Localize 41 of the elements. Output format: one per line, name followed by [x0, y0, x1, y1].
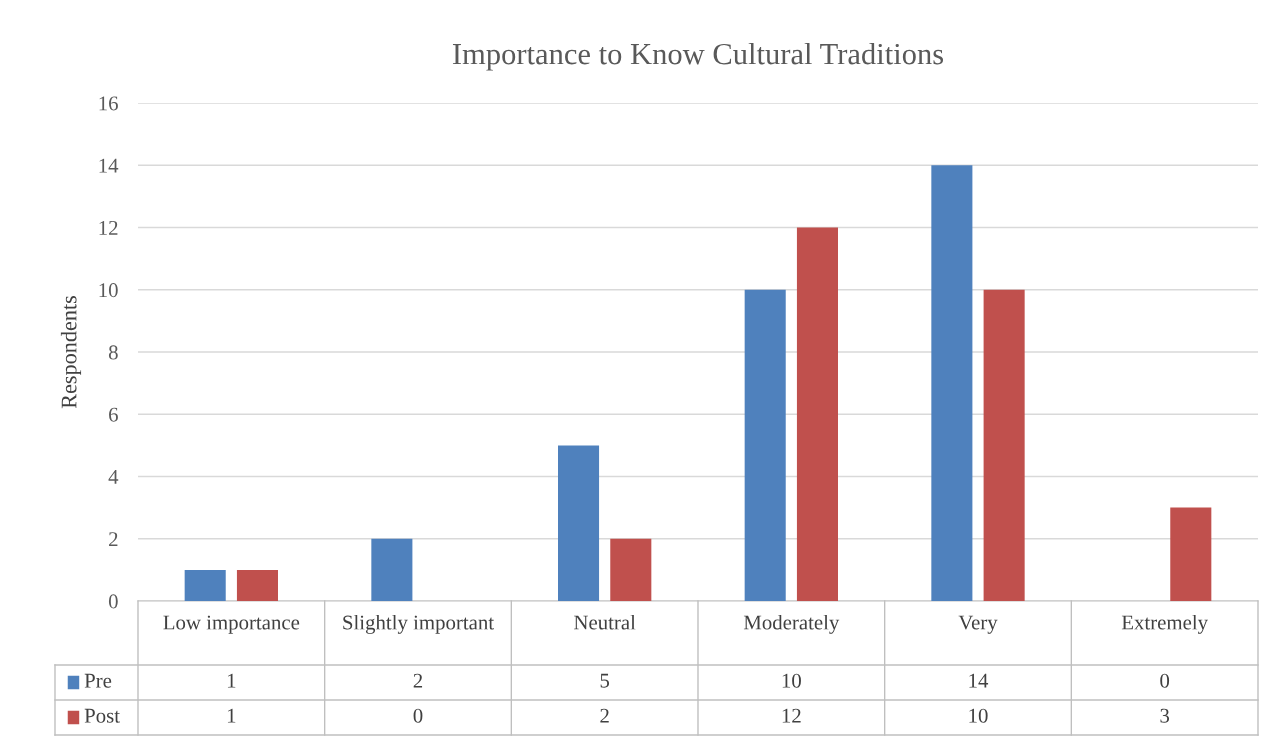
y-tick-label: 10	[99, 283, 118, 298]
data-label: 10	[969, 708, 988, 723]
chart-title: Importance to Know Cultural Traditions	[452, 42, 944, 71]
y-tick-label: 2	[109, 532, 118, 546]
bar	[371, 538, 413, 601]
data-label: 12	[782, 708, 801, 723]
bar	[236, 569, 278, 601]
legend-label: Pre	[84, 673, 112, 688]
data-label: 10	[782, 673, 801, 688]
data-label: 3	[1160, 708, 1170, 723]
bar	[1170, 507, 1212, 601]
data-label: 0	[1160, 673, 1170, 688]
x-tick-label: Low importance	[163, 615, 300, 634]
bar	[184, 569, 226, 601]
x-tick-label: Slightly important	[343, 614, 494, 634]
data-label: 1	[227, 708, 236, 723]
x-tick-label: Extremely	[1121, 614, 1208, 634]
y-axis-title: Respondents	[60, 296, 82, 409]
bar	[744, 289, 786, 601]
data-label: 14	[969, 673, 989, 688]
x-tick-label: Very	[958, 615, 998, 634]
bar	[610, 538, 652, 601]
data-label: 1	[227, 673, 236, 688]
y-tick-label: 6	[109, 407, 118, 422]
data-label: 2	[600, 708, 609, 723]
bar	[558, 445, 600, 601]
y-tick-label: 4	[108, 470, 119, 484]
y-tick-label: 16	[99, 96, 118, 111]
bar	[983, 289, 1025, 601]
legend-label: Post	[84, 708, 120, 723]
y-tick-label: 8	[108, 345, 118, 360]
y-tick-label: 0	[108, 594, 118, 609]
data-label: 5	[600, 673, 610, 688]
y-tick-label: 12	[99, 220, 118, 235]
y-tick-label: 14	[99, 158, 119, 173]
x-tick-label: Moderately	[743, 614, 840, 634]
bar	[931, 165, 973, 601]
bar	[796, 227, 838, 601]
x-tick-label: Neutral	[574, 614, 636, 630]
data-label: 2	[413, 673, 423, 688]
data-label: 0	[413, 708, 423, 723]
